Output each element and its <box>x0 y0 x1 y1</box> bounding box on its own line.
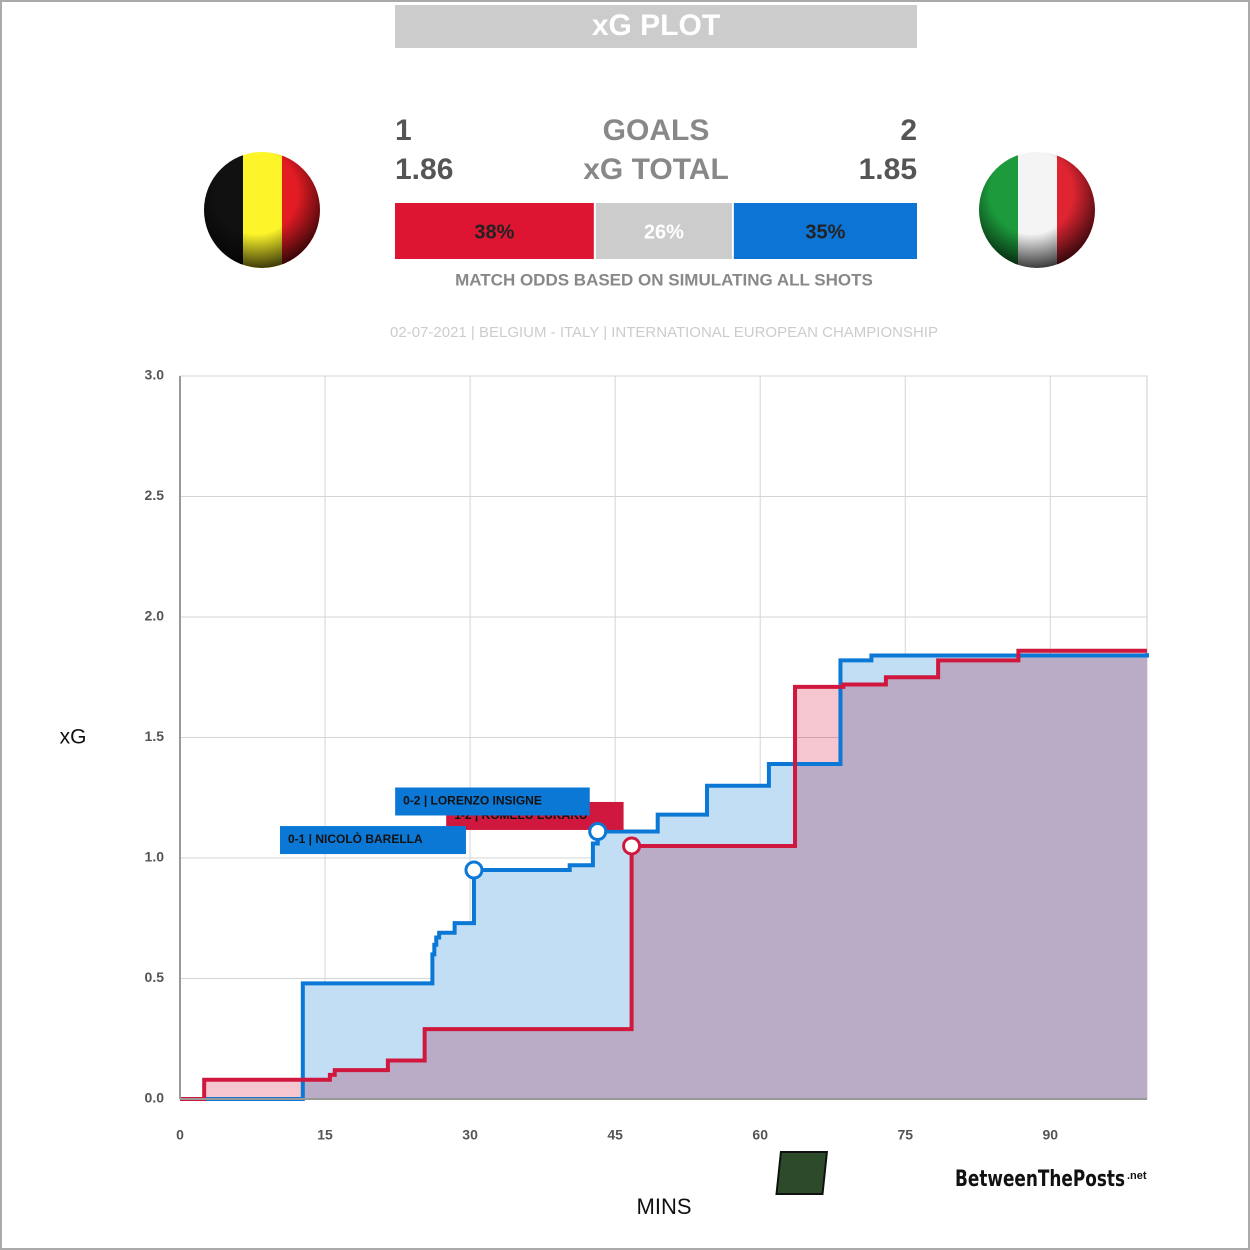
area <box>180 650 1147 1099</box>
goal-label-box <box>395 787 590 816</box>
goal-marker <box>622 836 642 856</box>
odds-label: 38% <box>474 221 514 243</box>
x-tick-label: 30 <box>462 1127 478 1143</box>
goal-label: 0-1 | NICOLÒ BARELLA <box>288 831 423 846</box>
odds-segment <box>595 203 732 259</box>
match-info: 02-07-2021 | BELGIUM - ITALY | INTERNATI… <box>390 324 938 341</box>
y-tick-label: 3.0 <box>145 367 165 383</box>
odds-label: 35% <box>805 221 845 243</box>
y-axis-label: xG <box>60 726 87 749</box>
logo: BTP BetweenThePosts .net <box>775 1151 1147 1195</box>
odds-segment <box>395 203 594 259</box>
goal-label: 0-2 | LORENZO INSIGNE <box>403 794 542 808</box>
goals-label: GOALS <box>603 114 710 147</box>
home-goals: 1 <box>395 114 412 147</box>
line <box>180 648 1147 1101</box>
goal-marker <box>464 860 484 880</box>
y-tick-label: 2.0 <box>145 608 165 624</box>
x-tick-label: 0 <box>176 1127 184 1143</box>
y-tick-label: 1.0 <box>145 849 165 865</box>
plot: 0.00.51.01.52.02.53.001530456075901-2 | … <box>145 367 1149 1143</box>
y-tick-label: 2.5 <box>145 487 165 503</box>
goal-marker <box>588 821 608 841</box>
logo-suffix: .net <box>1127 1170 1147 1182</box>
x-tick-label: 15 <box>317 1127 333 1143</box>
x-tick-label: 90 <box>1043 1127 1059 1143</box>
odds-label: 26% <box>644 221 684 243</box>
y-tick-label: 0.5 <box>145 969 165 985</box>
odds-segment <box>733 203 917 259</box>
away-goals: 2 <box>900 114 917 147</box>
goal-label-box <box>279 826 466 855</box>
odds-bar: 38% 26% 35% <box>395 203 917 259</box>
home-xg: 1.86 <box>395 153 453 186</box>
title-bar <box>395 5 917 48</box>
away-xg: 1.85 <box>859 153 917 186</box>
y-tick-label: 1.5 <box>145 728 165 744</box>
x-tick-label: 60 <box>752 1127 768 1143</box>
line <box>180 653 1149 1101</box>
xg-label: xG TOTAL <box>583 153 729 186</box>
x-axis-label: MINS <box>637 1194 692 1219</box>
logo-text: BetweenThePosts <box>955 1167 1125 1192</box>
logo-badge <box>775 1151 829 1195</box>
x-tick-label: 45 <box>607 1127 623 1143</box>
y-tick-label: 0.0 <box>145 1090 165 1106</box>
x-tick-label: 75 <box>897 1127 913 1143</box>
title: xG PLOT <box>592 9 720 42</box>
logo-badge-text: BTP <box>902 1163 939 1183</box>
home-flag <box>204 152 320 268</box>
odds-note: MATCH ODDS BASED ON SIMULATING ALL SHOTS <box>455 270 873 289</box>
